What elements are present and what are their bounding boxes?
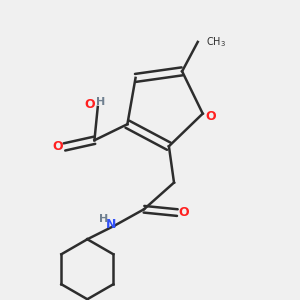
Text: O: O — [179, 206, 189, 219]
Text: H: H — [97, 97, 106, 107]
Text: CH$_3$: CH$_3$ — [206, 35, 226, 49]
Text: O: O — [206, 110, 216, 123]
Text: O: O — [52, 140, 63, 153]
Text: H: H — [99, 214, 109, 224]
Text: O: O — [84, 98, 95, 111]
Text: N: N — [106, 218, 116, 231]
